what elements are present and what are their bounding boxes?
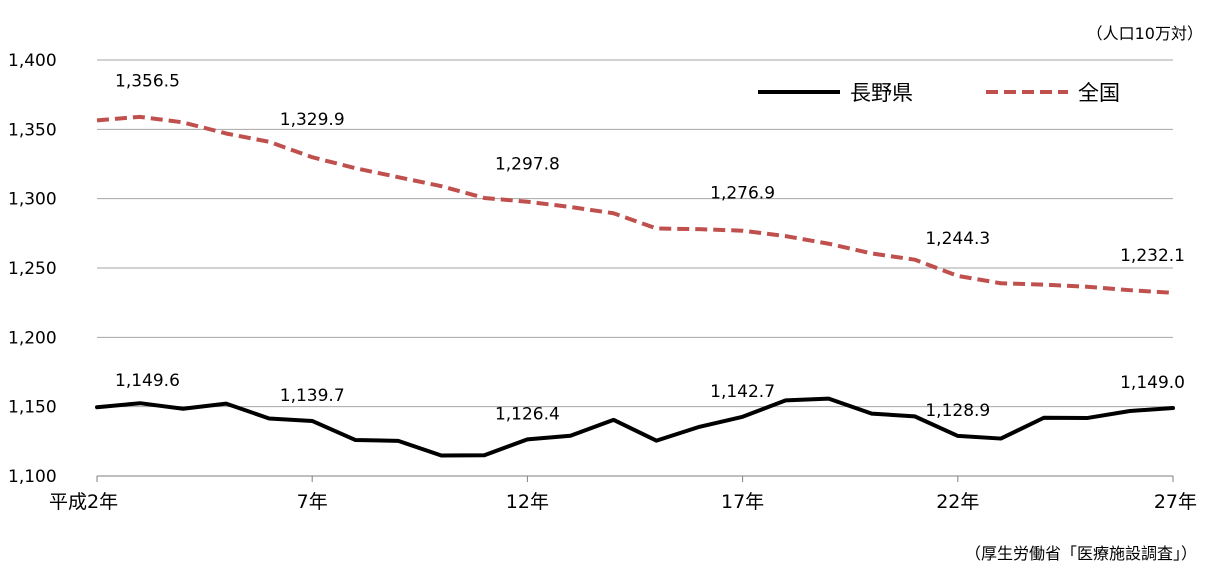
y-tick-label: 1,250 <box>8 259 57 279</box>
data-label: 1,244.3 <box>925 229 990 249</box>
y-tick-label: 1,100 <box>8 467 57 487</box>
data-label: 1,149.0 <box>1120 373 1185 393</box>
legend: 長野県 全国 <box>758 81 1120 105</box>
x-tick-label: 27年 <box>1154 491 1197 513</box>
data-labels: 1,149.6 1,139.7 1,126.4 1,142.7 1,128.9 1,149… <box>115 71 1185 424</box>
x-tick-label: 12年 <box>506 491 549 513</box>
data-label: 1,142.7 <box>710 382 775 402</box>
data-label: 1,149.6 <box>115 371 180 391</box>
source-note: （厚生労働省「医療施設調査」） <box>964 544 1197 563</box>
axes: 1,100 1,150 1,200 1,250 1,300 1,350 1,400 平成2年 7… <box>8 51 1197 513</box>
data-label: 1,128.9 <box>925 401 990 421</box>
gridlines <box>97 59 1173 408</box>
x-tick-label: 平成2年 <box>49 491 118 513</box>
data-label: 1,329.9 <box>280 110 345 130</box>
data-label: 1,126.4 <box>495 404 560 424</box>
series-line-national <box>96 114 1174 295</box>
legend-label: 全国 <box>1078 81 1120 105</box>
x-tick-label: 22年 <box>936 491 979 513</box>
y-tick-label: 1,400 <box>8 51 57 71</box>
y-tick-label: 1,150 <box>8 398 57 418</box>
legend-label: 長野県 <box>850 81 913 105</box>
data-label: 1,276.9 <box>710 184 775 204</box>
x-tick-label: 17年 <box>721 491 764 513</box>
y-tick-label: 1,300 <box>8 190 57 210</box>
data-label: 1,297.8 <box>495 155 560 175</box>
y-tick-label: 1,350 <box>8 120 57 140</box>
data-label: 1,356.5 <box>115 71 180 91</box>
series-line-nagano <box>95 396 1175 458</box>
data-label: 1,232.1 <box>1120 246 1185 266</box>
series-lines <box>95 114 1175 458</box>
data-label: 1,139.7 <box>280 386 345 406</box>
y-tick-label: 1,200 <box>8 328 57 348</box>
unit-note: （人口10万対） <box>1086 24 1203 43</box>
x-tick-label: 7年 <box>297 491 328 513</box>
